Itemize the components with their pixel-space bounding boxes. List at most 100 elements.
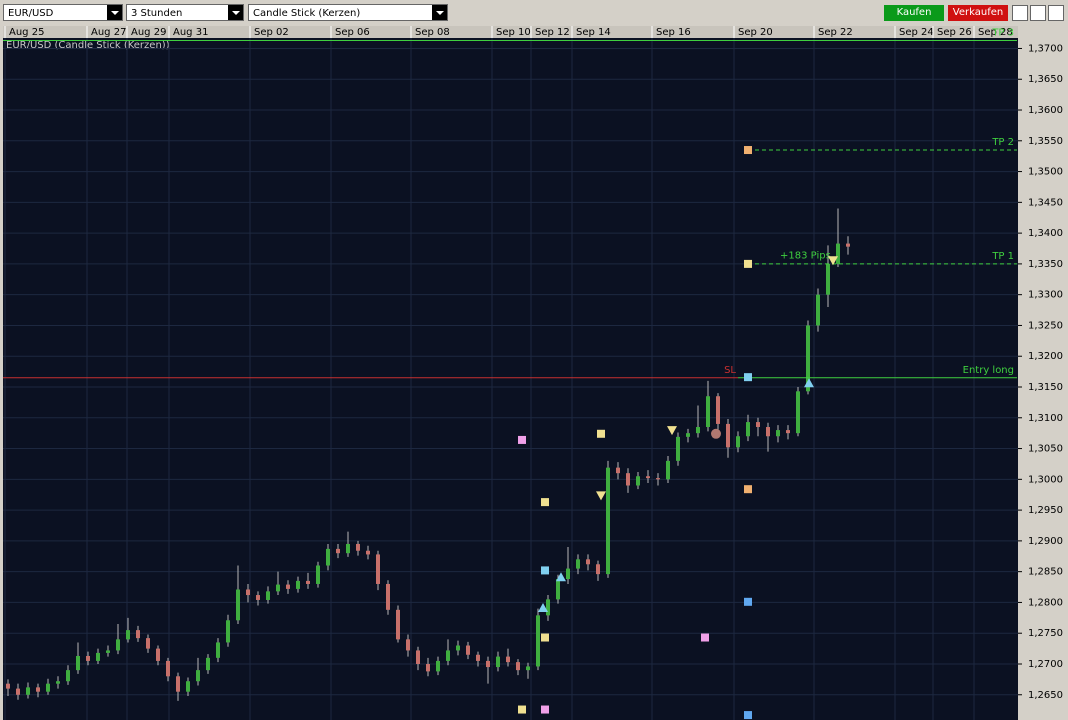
interval: 3 Stunden <box>131 8 183 19</box>
candle-body <box>206 657 210 671</box>
candle-body <box>616 467 620 474</box>
signal-square <box>518 435 526 444</box>
candle-body <box>226 620 230 643</box>
y-tick-label: 1,3300 <box>1028 290 1063 301</box>
candle-body <box>506 656 510 663</box>
draw-icon[interactable] <box>1030 5 1046 21</box>
x-tick-label: Sep 26 <box>937 27 972 38</box>
signal-up <box>538 602 548 612</box>
chart-type-icon[interactable] <box>1012 5 1028 21</box>
plot-area <box>3 38 1018 720</box>
candle-body <box>816 294 820 326</box>
candle-body <box>496 656 500 668</box>
y-tick-label: 1,3400 <box>1028 228 1063 239</box>
signal-square <box>597 429 605 438</box>
price-axis <box>1018 38 1068 720</box>
y-tick-label: 1,3150 <box>1028 382 1063 393</box>
candle-body <box>746 422 750 437</box>
x-tick-label: Aug 31 <box>173 27 208 38</box>
dropdown-arrow <box>107 5 122 20</box>
candle-body <box>106 650 110 653</box>
y-tick-label: 1,3200 <box>1028 351 1063 362</box>
candle-body <box>756 422 760 428</box>
style-select[interactable]: Candle Stick (Kerzen) <box>248 4 448 21</box>
candle-body <box>576 559 580 569</box>
candle-body <box>26 687 30 695</box>
signal-down <box>667 426 677 436</box>
candle-body <box>256 595 260 600</box>
signal-square <box>744 597 752 606</box>
y-tick-label: 1,2900 <box>1028 536 1063 547</box>
annotation: +183 Pips <box>780 250 831 261</box>
candle-body <box>696 427 700 434</box>
candle-body <box>156 648 160 661</box>
toolbar: EUR/USD 3 Stunden Candle Stick (Kerzen) … <box>0 0 1068 27</box>
candle-body <box>626 473 630 486</box>
dropdown-arrow <box>228 5 243 20</box>
candle-body <box>146 638 150 649</box>
candle-body <box>76 655 80 671</box>
level-label: SL <box>724 365 736 376</box>
candle-body <box>486 660 490 668</box>
x-tick-label: Sep 08 <box>415 27 450 38</box>
candle-body <box>376 554 380 584</box>
candle-body <box>116 639 120 651</box>
x-tick-label: Sep 14 <box>576 27 611 38</box>
candle-body <box>326 548 330 566</box>
candle-body <box>216 642 220 658</box>
candle-body <box>56 681 60 684</box>
candle-body <box>46 683 50 692</box>
candle-body <box>186 681 190 692</box>
signal-square <box>541 498 549 507</box>
y-tick-label: 1,2950 <box>1028 505 1063 516</box>
x-tick-label: Aug 27 <box>91 27 126 38</box>
candle-body <box>606 467 610 575</box>
buy-button[interactable]: Kaufen <box>884 5 944 21</box>
candle-body <box>386 583 390 610</box>
y-tick-label: 1,2750 <box>1028 628 1063 639</box>
x-tick-label: Aug 29 <box>131 27 166 38</box>
candle-body <box>276 584 280 592</box>
candle-body <box>666 460 670 480</box>
x-tick-label: Sep 24 <box>899 27 934 38</box>
candle-body <box>426 663 430 672</box>
signal-square <box>744 485 752 494</box>
signal-up <box>804 378 814 388</box>
candle-body <box>436 660 440 672</box>
y-tick-label: 1,2850 <box>1028 567 1063 578</box>
interval-select[interactable]: 3 Stunden <box>126 4 244 21</box>
candle-body <box>456 645 460 651</box>
candle-body <box>546 599 550 616</box>
candle-body <box>686 433 690 437</box>
candle-body <box>266 591 270 600</box>
x-tick-label: Sep 22 <box>818 27 853 38</box>
sell-button[interactable]: Verkaufen <box>948 5 1008 21</box>
chart-style: Candle Stick (Kerzen) <box>253 8 361 19</box>
y-tick-label: 1,3000 <box>1028 474 1063 485</box>
y-tick-label: 1,2800 <box>1028 597 1063 608</box>
x-tick-label: Sep 10 <box>496 27 531 38</box>
candle-body <box>466 645 470 655</box>
candle-body <box>716 396 720 424</box>
candle-body <box>526 666 530 671</box>
window-icon[interactable] <box>1048 5 1064 21</box>
x-tick-label: Sep 02 <box>254 27 289 38</box>
candle-body <box>416 650 420 664</box>
y-tick-label: 1,3650 <box>1028 74 1063 85</box>
candle-body <box>646 476 650 479</box>
candle-body <box>126 630 130 640</box>
candle-body <box>826 263 830 295</box>
symbol-select[interactable]: EUR/USD <box>3 4 123 21</box>
y-tick-label: 1,3500 <box>1028 167 1063 178</box>
candle-body <box>596 564 600 575</box>
candle-body <box>36 687 40 692</box>
signal-square <box>701 633 709 642</box>
y-tick-label: 1,3450 <box>1028 197 1063 208</box>
candle-body <box>706 396 710 428</box>
y-tick-label: 1,3550 <box>1028 136 1063 147</box>
signal-circle <box>711 428 721 439</box>
candle-body <box>406 639 410 651</box>
candle-body <box>246 589 250 596</box>
y-tick-label: 1,3600 <box>1028 105 1063 116</box>
x-tick-label: Sep 28 <box>978 27 1013 38</box>
